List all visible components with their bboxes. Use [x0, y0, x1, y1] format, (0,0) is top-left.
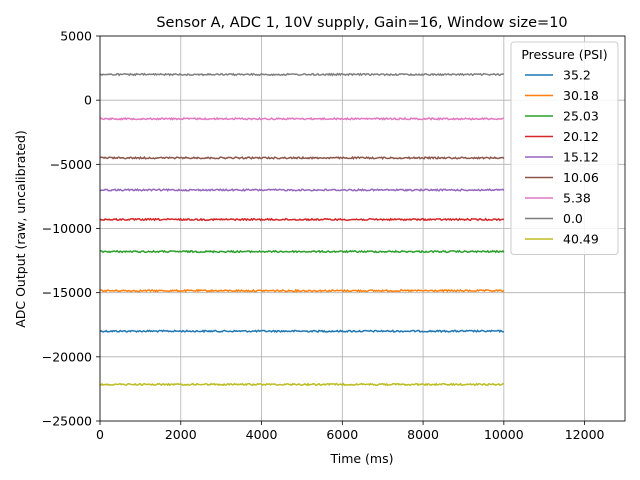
series-line-20.12 — [99, 217, 505, 222]
y-tick-label: 0 — [84, 93, 92, 108]
legend-label: 30.18 — [563, 88, 599, 103]
chart-title: Sensor A, ADC 1, 10V supply, Gain=16, Wi… — [156, 15, 567, 31]
y-tick-label: −5000 — [50, 157, 92, 172]
series-line-40.49 — [99, 382, 505, 387]
series-line-30.18 — [99, 288, 505, 293]
legend-label: 20.12 — [563, 129, 599, 144]
x-tick-label: 10000 — [484, 427, 524, 442]
legend-label: 10.06 — [563, 170, 599, 185]
x-tick-label: 8000 — [407, 427, 439, 442]
legend-label: 0.0 — [563, 211, 583, 226]
y-tick-label: −10000 — [42, 221, 92, 236]
x-tick-label: 12000 — [565, 427, 605, 442]
x-tick-label: 2000 — [165, 427, 197, 442]
y-tick-label: −15000 — [42, 285, 92, 300]
series-line-0.0 — [99, 72, 505, 77]
legend-title: Pressure (PSI) — [521, 47, 607, 62]
legend: Pressure (PSI) 35.2 30.18 25.03 20.12 15.12 10… — [510, 41, 619, 255]
legend-label: 35.2 — [563, 68, 591, 83]
legend-label: 25.03 — [563, 109, 599, 124]
series-line-15.12 — [99, 188, 505, 192]
y-tick-label: −20000 — [42, 349, 92, 364]
series-line-35.2 — [99, 329, 505, 334]
legend-label: 15.12 — [563, 150, 599, 165]
x-tick-label: 6000 — [326, 427, 358, 442]
series-line-25.03 — [99, 249, 505, 254]
x-tick-label: 4000 — [246, 427, 278, 442]
y-axis-label: ADC Output (raw, uncalibrated) — [13, 130, 28, 328]
series-line-10.06 — [99, 155, 505, 161]
legend-label: 40.49 — [563, 232, 599, 247]
y-tick-label: −25000 — [42, 414, 92, 429]
x-tick-label: 0 — [96, 427, 104, 442]
y-tick-label: 5000 — [60, 29, 92, 44]
axes-layer: 0 2000 4000 6000 8000 10000 12000 5000 0 −5000 −10… — [42, 29, 626, 442]
series-layer — [99, 72, 505, 387]
x-axis-label: Time (ms) — [329, 451, 393, 466]
legend-label: 5.38 — [563, 191, 591, 206]
series-line-5.38 — [99, 116, 504, 121]
